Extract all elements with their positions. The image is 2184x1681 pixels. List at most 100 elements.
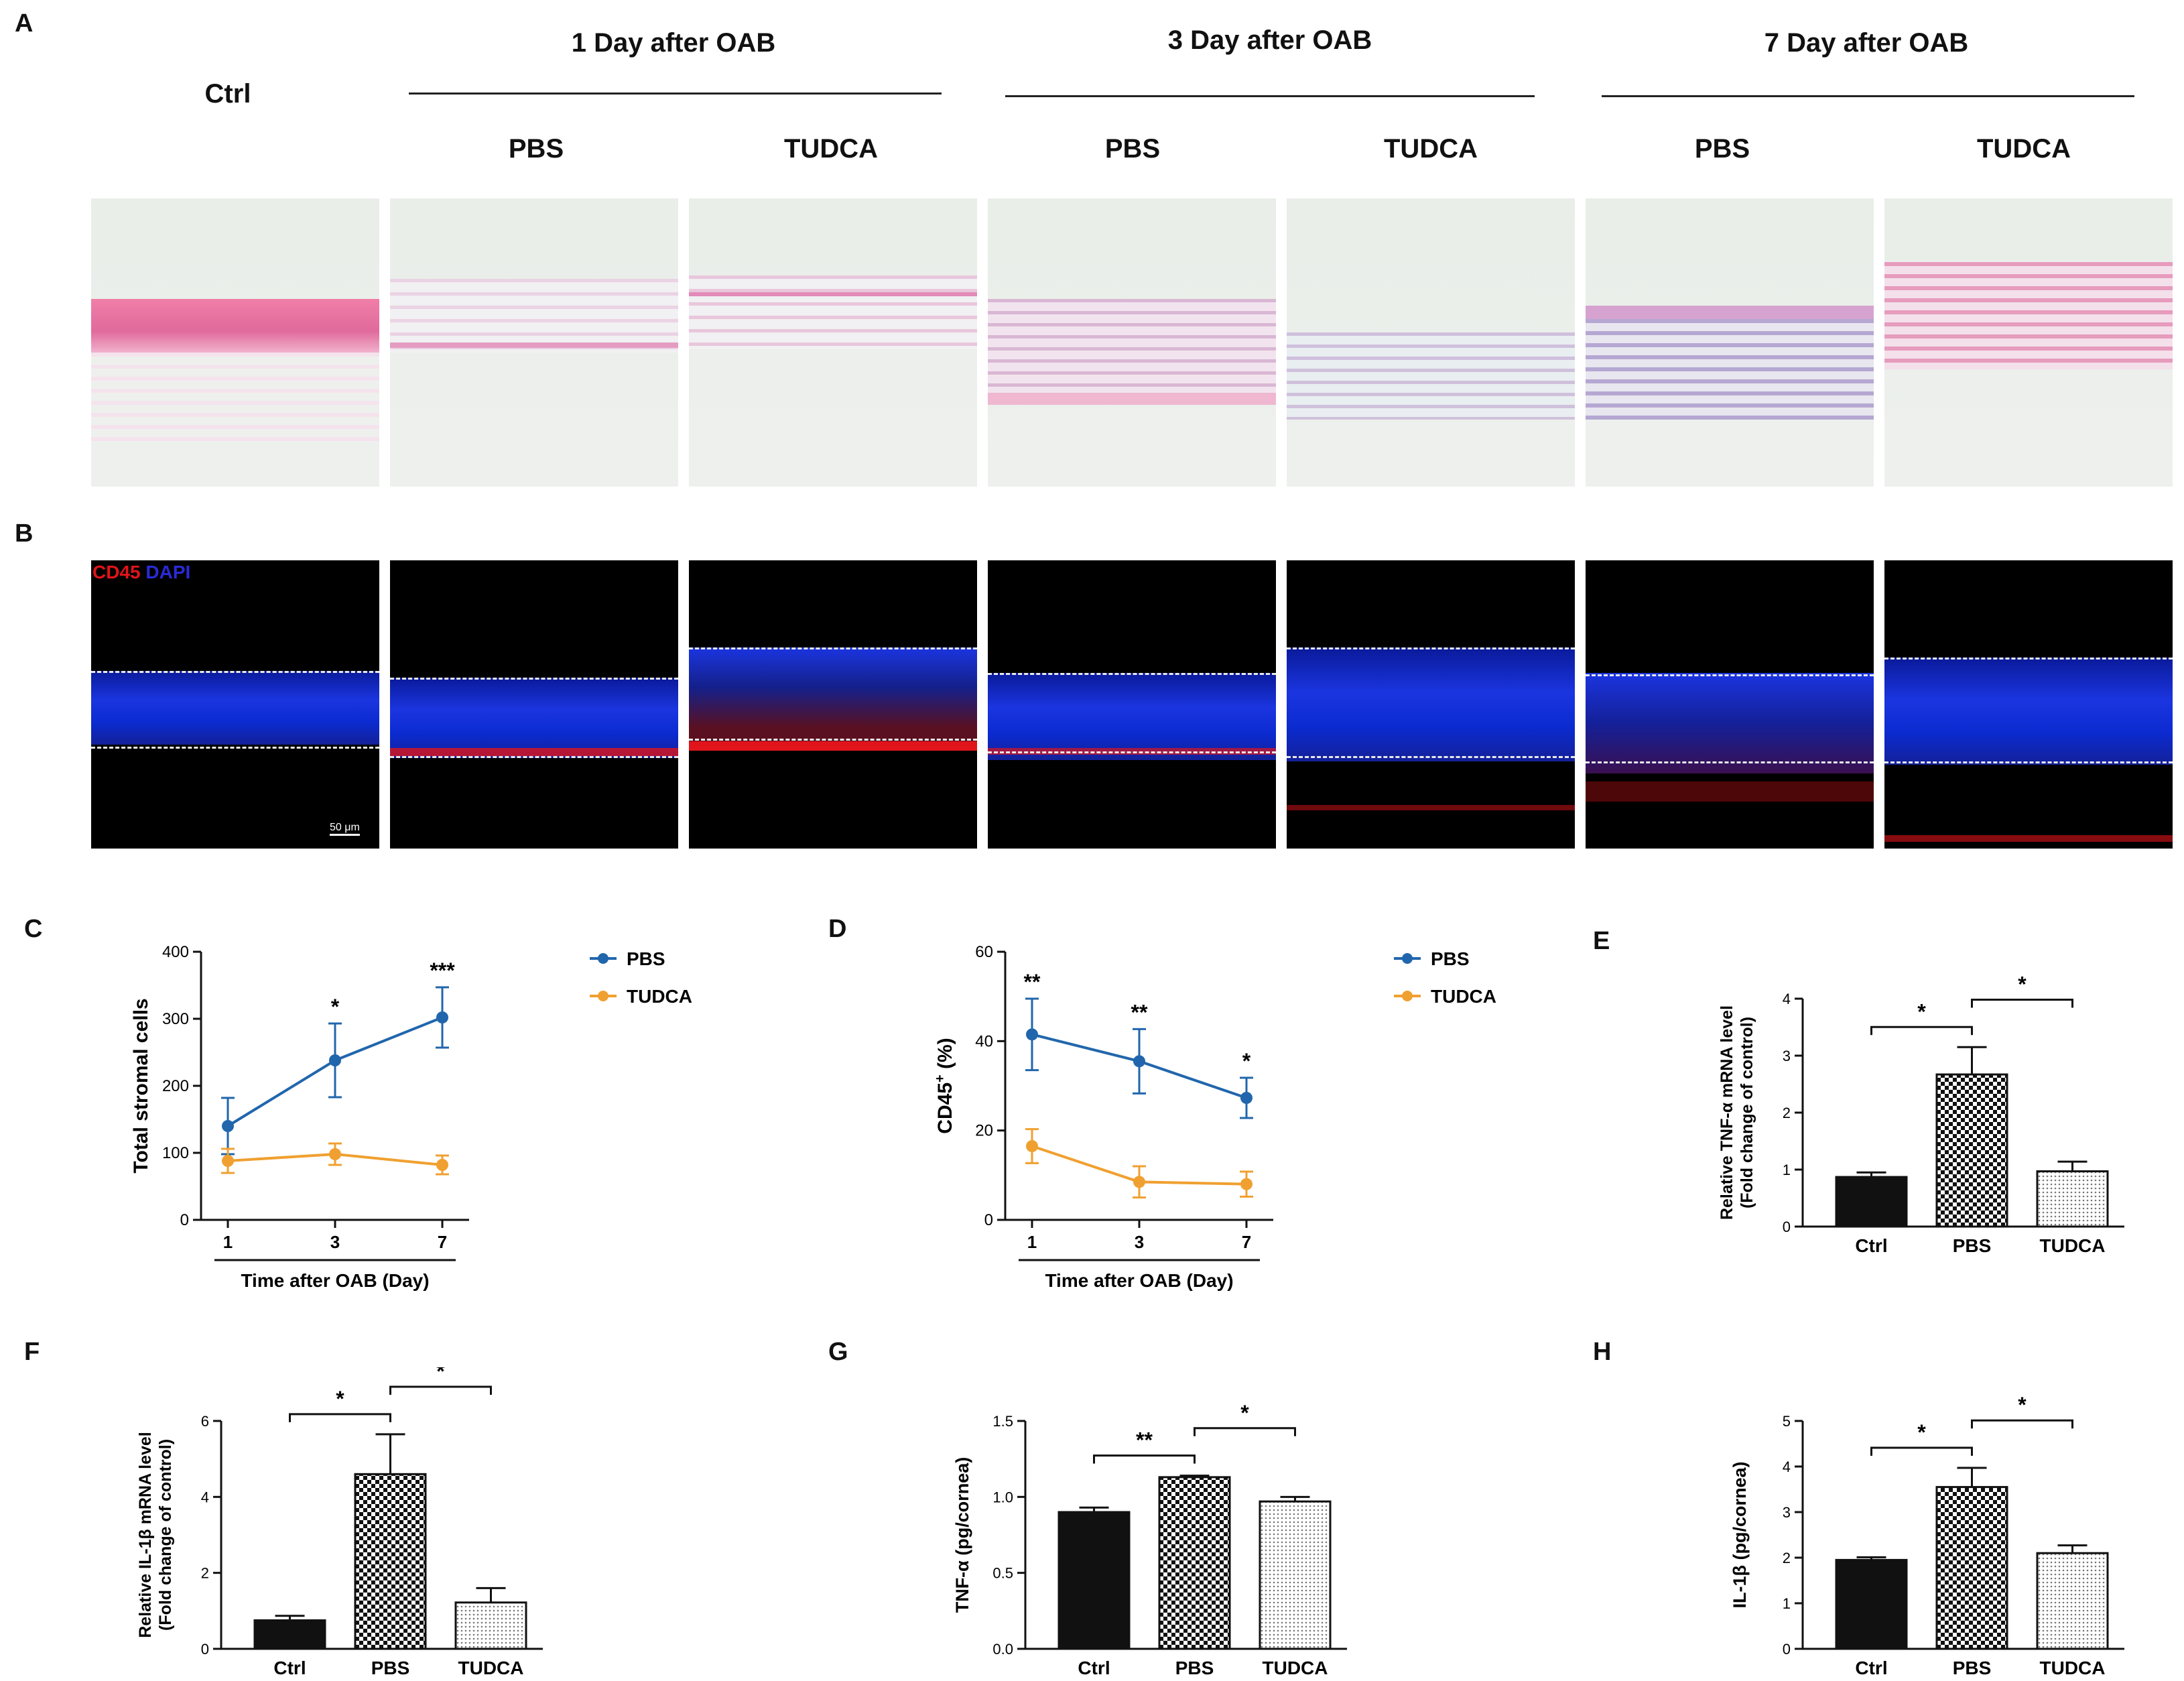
x-tick-label: 1 [1027, 1232, 1037, 1252]
y-axis-label: IL-1β (pg/cornea) [1730, 1462, 1750, 1609]
bar-tudca [2036, 1170, 2109, 1228]
significance-marker: ** [1136, 1428, 1153, 1452]
y-axis-label: TNF-α (pg/cornea) [952, 1457, 972, 1613]
y-tick-label: 0.0 [992, 1641, 1013, 1658]
data-point-pbs [1133, 1055, 1145, 1068]
bar-ctrl [1057, 1511, 1131, 1650]
significance-bracket [1971, 1419, 2073, 1429]
stain-dapi-label: DAPI [145, 562, 191, 582]
if-image-d1-tudca [689, 560, 977, 849]
significance-marker: ** [1131, 1000, 1148, 1024]
y-tick-label: 40 [975, 1032, 993, 1050]
data-point-tudca [1133, 1176, 1145, 1188]
y-axis-label-2: (Fold change of control) [156, 1439, 175, 1631]
significance-bracket [1971, 998, 2073, 1008]
bar-pbs [1935, 1073, 2008, 1228]
bar-tudca [1259, 1500, 1332, 1650]
significance-marker: * [1917, 999, 1926, 1023]
significance-marker: * [1242, 1049, 1251, 1073]
panel-label-f: F [24, 1338, 40, 1366]
bar-pbs [354, 1473, 427, 1650]
significance-marker: * [1917, 1420, 1926, 1444]
x-tick-label: Ctrl [273, 1658, 306, 1676]
x-tick-label: Ctrl [1855, 1235, 1887, 1256]
y-tick-label: 0 [1783, 1219, 1791, 1235]
significance-marker: * [331, 995, 340, 1019]
significance-marker: * [2018, 972, 2027, 996]
group-header-day7: 7 Day after OAB [1764, 28, 1969, 58]
x-axis-label: Time after OAB (Day) [241, 1270, 429, 1291]
panel-label-a: A [15, 9, 34, 38]
group-line-day3 [1005, 95, 1535, 97]
y-tick-label: 60 [975, 943, 993, 961]
group-header-day1: 1 Day after OAB [571, 28, 776, 58]
x-tick-label: TUDCA [1263, 1658, 1328, 1676]
bar-pbs [1935, 1486, 2008, 1650]
data-point-tudca [329, 1148, 341, 1160]
x-tick-label: 7 [438, 1232, 447, 1252]
he-image-d7-pbs [1586, 198, 1874, 487]
bar-pbs [1158, 1476, 1231, 1650]
if-image-ctrl: CD45 DAPI 50 μm [91, 560, 379, 849]
x-axis-label: Time after OAB (Day) [1045, 1270, 1233, 1291]
significance-bracket [1870, 1025, 1973, 1036]
x-tick-label: Ctrl [1855, 1658, 1887, 1676]
data-point-pbs [222, 1120, 234, 1132]
legend-label-pbs: PBS [627, 948, 665, 969]
y-tick-label: 6 [201, 1413, 209, 1430]
significance-marker: * [2018, 1393, 2027, 1417]
significance-bracket [289, 1413, 391, 1422]
y-tick-label: 2 [1783, 1105, 1791, 1121]
x-tick-label: PBS [1953, 1658, 1992, 1676]
y-tick-label: 1 [1783, 1162, 1791, 1178]
bar-tudca [2036, 1552, 2109, 1650]
y-tick-label: 20 [975, 1122, 993, 1140]
y-axis-label-2: (Fold change of control) [1738, 1017, 1756, 1208]
chart-f: 0 2 4 6 Ctrl PBS TUDCA * * Relative IL-1β mRNA le… [136, 1367, 543, 1676]
group-line-day7 [1602, 95, 2134, 97]
he-image-d7-tudca [1884, 198, 2173, 487]
y-tick-label: 1 [1783, 1595, 1791, 1612]
y-tick-label: 1.0 [992, 1489, 1013, 1505]
he-image-d1-tudca [689, 198, 977, 487]
data-point-pbs [1026, 1028, 1038, 1041]
legend-marker-tudca [598, 991, 608, 1001]
x-tick-label: TUDCA [458, 1658, 524, 1676]
y-axis-label: Total stromal cells [130, 998, 152, 1173]
panel-label-e: E [1593, 927, 1610, 955]
he-image-ctrl [91, 198, 379, 487]
legend-marker-pbs [598, 953, 608, 964]
if-image-d7-tudca [1884, 560, 2173, 849]
data-point-tudca [1240, 1178, 1252, 1190]
panel-label-c: C [24, 915, 43, 943]
panel-label-b: B [15, 519, 34, 548]
he-image-d3-tudca [1287, 198, 1575, 487]
if-image-d1-pbs [390, 560, 678, 849]
he-image-d3-pbs [988, 198, 1276, 487]
x-tick-label: PBS [371, 1658, 410, 1676]
y-tick-label: 0.5 [992, 1565, 1013, 1582]
if-image-d3-tudca [1287, 560, 1575, 849]
panel-label-d: D [828, 915, 847, 943]
y-tick-label: 0 [180, 1211, 189, 1229]
x-tick-label: 1 [223, 1232, 233, 1252]
y-tick-label: 0 [984, 1211, 993, 1229]
bar-tudca [454, 1601, 527, 1650]
significance-marker: *** [430, 958, 455, 983]
data-point-pbs [436, 1011, 448, 1023]
treatment-tudca-d7: TUDCA [1977, 134, 2071, 164]
chart-e: 0 1 2 3 4 Ctrl PBS TUDCA * * Relative TNF-α mRNA l… [1718, 972, 2124, 1256]
data-point-pbs [329, 1054, 341, 1066]
treatment-pbs-d3: PBS [1104, 134, 1161, 164]
group-line-day1 [409, 92, 942, 95]
scale-bar: 50 μm [330, 822, 360, 836]
y-tick-label: 3 [1783, 1504, 1791, 1521]
treatment-tudca-d3: TUDCA [1384, 134, 1478, 164]
treatment-tudca-d1: TUDCA [784, 134, 878, 164]
y-axis-label: Relative IL-1β mRNA level [136, 1432, 155, 1638]
y-tick-label: 100 [162, 1144, 189, 1162]
y-tick-label: 3 [1783, 1048, 1791, 1064]
chart-h: 0 1 2 3 4 5 Ctrl PBS TUDCA * * IL-1β (pg/cornea) [1730, 1393, 2124, 1676]
significance-marker: ** [1024, 970, 1041, 994]
